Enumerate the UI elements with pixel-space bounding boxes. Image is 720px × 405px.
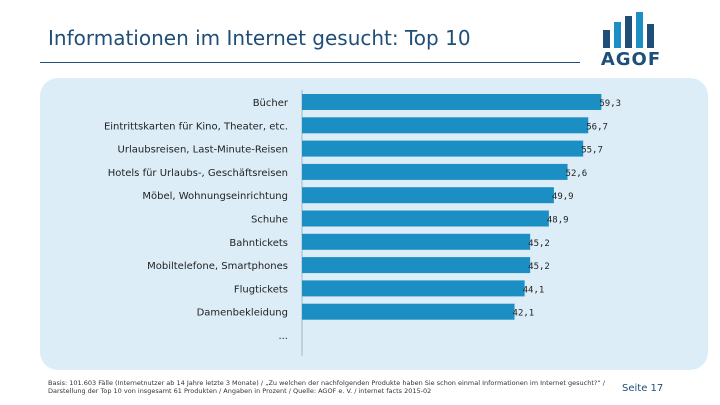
value-label: 49,9 — [552, 192, 574, 202]
source-footnote: Basis: 101.603 Fälle (Internetnutzer ab … — [48, 379, 605, 395]
category-label: Eintrittskarten für Kino, Theater, etc. — [104, 121, 288, 132]
bar — [302, 280, 525, 297]
bar — [302, 233, 531, 250]
value-label: 44,1 — [523, 285, 545, 295]
value-label: 55,7 — [581, 146, 603, 156]
bar — [302, 163, 568, 180]
page-number: Seite 17 — [622, 383, 664, 394]
value-label: 59,3 — [599, 99, 621, 109]
value-label: 42,1 — [513, 309, 535, 319]
bar — [302, 94, 602, 110]
value-label: 56,7 — [586, 122, 608, 132]
category-label: Bahntickets — [229, 238, 288, 249]
category-label: Bücher — [253, 98, 289, 109]
category-label: Mobiltelefone, Smartphones — [147, 261, 288, 272]
category-label: Damenbekleidung — [197, 308, 288, 319]
value-label: 48,9 — [547, 216, 569, 226]
bar — [302, 257, 531, 274]
category-label: Schuhe — [251, 215, 288, 226]
title-divider — [40, 62, 580, 63]
value-label: 45,2 — [528, 239, 550, 249]
page-title: Informationen im Internet gesucht: Top 1… — [48, 26, 471, 50]
category-label: Hotels für Urlaubs-, Geschäftsreisen — [108, 168, 288, 179]
category-label: Möbel, Wohnungseinrichtung — [142, 191, 288, 202]
category-label: Flugtickets — [234, 284, 288, 295]
more-items-label: ... — [278, 331, 288, 342]
value-label: 45,2 — [528, 262, 550, 272]
bar — [302, 117, 589, 134]
bar — [302, 210, 549, 227]
bar — [302, 303, 515, 320]
value-label: 52,6 — [566, 169, 588, 179]
category-label: Urlaubsreisen, Last-Minute-Reisen — [118, 145, 288, 156]
bar — [302, 187, 554, 204]
agof-logo: AGOF — [600, 12, 662, 72]
logo-text: AGOF — [600, 49, 662, 70]
logo-bars-icon — [603, 12, 654, 48]
bar — [302, 140, 584, 157]
